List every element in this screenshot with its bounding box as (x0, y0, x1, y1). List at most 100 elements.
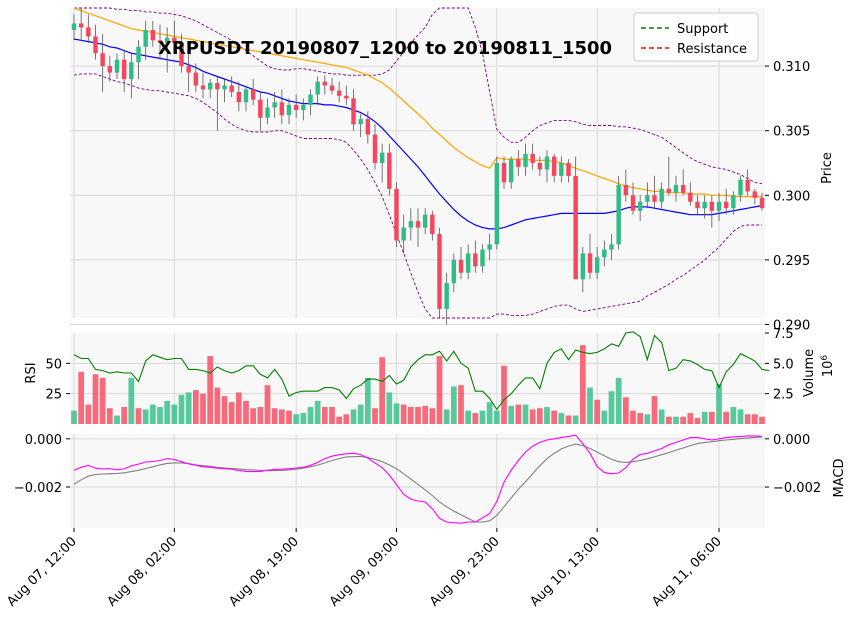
volume-bar (579, 345, 586, 424)
candle-body-down (537, 163, 543, 170)
rsi-series (73, 331, 770, 411)
volume-bar (192, 390, 199, 424)
bollinger-upper-line (74, 7, 763, 185)
candle-body-up (114, 59, 120, 73)
macd-series (73, 434, 763, 524)
candle-body-up (673, 184, 679, 193)
candle-body-down (759, 197, 765, 209)
volume-tick-label: 2.5 (773, 388, 794, 403)
rsi-axis-label: RSI (24, 362, 39, 383)
candle-body-up (487, 244, 492, 250)
volume-scale-label: 106 (820, 355, 836, 378)
price-tick-label: 0.310 (773, 60, 810, 75)
volume-bar (314, 400, 321, 424)
candle-body-down (336, 90, 342, 96)
volume-bar (393, 403, 400, 424)
macd-tick-label-right: −0.002 (773, 481, 821, 496)
candle-body-up (716, 201, 722, 211)
volume-bar (329, 407, 335, 424)
price-tick-label: 0.290 (773, 318, 810, 333)
volume-bar (522, 404, 529, 424)
volume-bar (544, 407, 550, 424)
price-tick-label: 0.305 (773, 125, 810, 140)
volume-bar (157, 407, 163, 424)
x-tick-label: Aug 08, 02:00 (105, 534, 181, 610)
candle-body-up (594, 257, 600, 273)
volume-bar (221, 396, 228, 424)
volume-bar (737, 409, 744, 424)
candle-body-down (430, 214, 435, 235)
candle-body-up (358, 119, 363, 125)
volume-bar (723, 411, 730, 424)
candle-body-down (516, 159, 521, 167)
candle-body-up (143, 29, 148, 47)
candle-body-down (566, 163, 571, 176)
legend-support-label: Support (677, 22, 728, 37)
bollinger-lower-line (73, 73, 762, 319)
rsi-tick-label: 50 (45, 357, 62, 372)
candle-body-up (580, 253, 586, 280)
volume-bar (472, 413, 479, 424)
volume-bar (293, 414, 300, 424)
candle-body-up (207, 82, 213, 90)
candle-body-down (652, 195, 657, 202)
candle-body-up (544, 156, 550, 170)
volume-bar (486, 402, 493, 424)
volume-bar (372, 408, 378, 424)
chart-title: XRPUSDT 20190807_1200 to 20190811_1500 (158, 38, 612, 59)
rsi-line (73, 331, 770, 411)
volume-bar (601, 410, 608, 424)
candle-body-down (437, 234, 442, 309)
volume-bar (673, 416, 679, 424)
candle-body-down (723, 201, 729, 209)
volume-bar (128, 377, 135, 424)
candle-body-down (293, 104, 299, 111)
volume-bar (185, 392, 192, 424)
volume-bar (429, 408, 436, 424)
volume-bar (759, 416, 765, 424)
volume-bar (508, 405, 515, 424)
candle-body-down (186, 66, 191, 73)
volume-bar (415, 407, 421, 424)
volume-bar (343, 414, 350, 424)
candle-body-down (630, 195, 636, 211)
candle-body-down (329, 85, 335, 91)
candle-body-down (551, 156, 557, 176)
price-tick-label: 0.295 (773, 254, 810, 269)
candle-body-down (279, 102, 285, 116)
macd-axis-label: MACD (832, 459, 847, 498)
volume-bar (701, 411, 708, 424)
legend-box (633, 12, 759, 62)
candle-body-up (559, 163, 564, 176)
volume-bar (708, 411, 715, 424)
candle-body-down (688, 192, 693, 202)
volume-bar (250, 408, 257, 424)
volume-bar (658, 409, 665, 424)
volume-bar (78, 371, 85, 424)
volume-bar (142, 409, 149, 424)
candle-body-up (136, 46, 141, 63)
volume-bar (149, 404, 156, 424)
candle-body-down (709, 201, 715, 211)
candle-body-down (86, 27, 91, 37)
volume-bar (651, 396, 658, 424)
volume-bar (114, 415, 120, 424)
candle-body-up (222, 85, 227, 90)
candle-body-up (379, 152, 385, 163)
volume-tick-label: 7.5 (773, 327, 794, 342)
candle-body-up (645, 195, 650, 202)
volume-bar (493, 410, 500, 424)
volume-bar (572, 415, 579, 424)
candle-body-down (587, 253, 593, 273)
candle-body-down (415, 221, 421, 228)
volume-bar (336, 416, 343, 424)
x-tick-label: Aug 09, 23:00 (427, 534, 503, 610)
candle-body-down (752, 191, 758, 198)
macd-tick-label-left: 0.000 (25, 433, 62, 448)
volume-bar (450, 386, 457, 424)
volume-bar (436, 356, 443, 424)
volume-bar (200, 393, 206, 424)
candle-body-up (494, 163, 500, 245)
candle-body-down (666, 188, 672, 193)
volume-bar (637, 413, 644, 424)
